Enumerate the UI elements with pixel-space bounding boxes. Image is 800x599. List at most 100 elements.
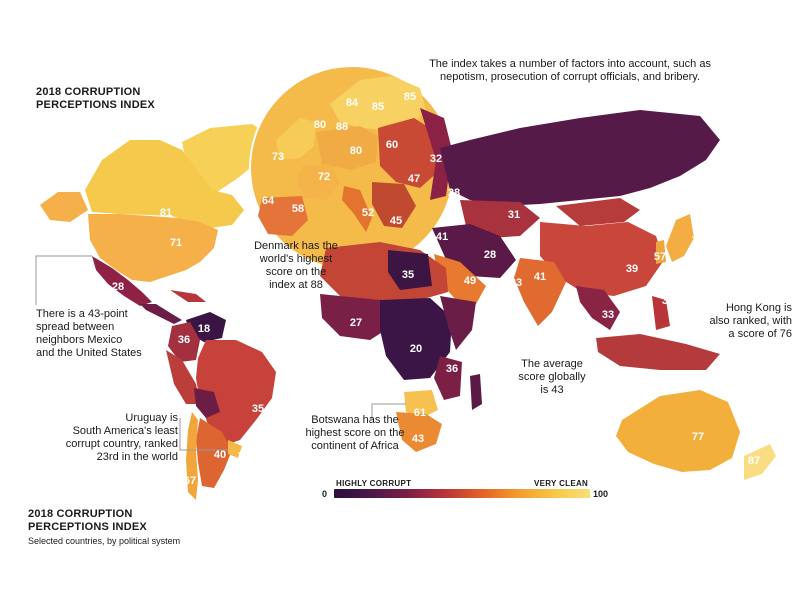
score-saudi-arabia: 49 (464, 275, 476, 287)
score-philippines: 36 (662, 295, 674, 307)
region-colombia (168, 322, 200, 362)
score-labels: 84 85 85 80 88 73 80 60 32 72 47 64 58 5… (112, 91, 760, 487)
region-france (296, 164, 340, 200)
score-colombia: 36 (178, 334, 190, 346)
hongkong-callout-line-1: Hong Kong is (725, 302, 792, 314)
score-dr-congo: 20 (410, 343, 422, 355)
region-botswana (404, 390, 438, 418)
region-japan (666, 214, 694, 262)
region-central-america (140, 304, 182, 324)
region-caribbean (170, 290, 206, 302)
botswana-callout-line-1: Botswana has the (311, 414, 399, 426)
region-bolivia (194, 388, 220, 418)
uruguay-callout-line-1: Uruguay is (125, 412, 178, 424)
botswana-leader-line (371, 403, 406, 420)
score-belarus: 32 (430, 153, 442, 165)
score-spain: 58 (292, 203, 304, 215)
mexico-callout-line-2: spread between (36, 321, 115, 333)
legend-high-label: VERY CLEAN (534, 479, 589, 488)
region-philippines (652, 296, 670, 330)
region-madagascar (470, 374, 482, 410)
uruguay-callout-line-4: 23rd in the world (96, 451, 178, 463)
denmark-callout-line-3: score on the (265, 266, 327, 278)
uruguay-callout-line-3: corrupt country, ranked (65, 438, 178, 450)
mexico-callout-line-3: neighbors Mexico (36, 334, 123, 346)
score-japan: 73 (692, 235, 704, 247)
score-australia: 77 (692, 431, 704, 443)
region-russia (440, 110, 720, 206)
denmark-callout-line-4: index at 88 (269, 279, 323, 291)
score-uruguay: 70 (238, 451, 250, 463)
legend-max: 100 (593, 489, 609, 499)
score-mexico: 28 (112, 281, 124, 293)
region-korea (656, 240, 666, 264)
hongkong-callout: Hong Kong is also ranked, with a score o… (680, 302, 792, 341)
botswana-callout: Botswana has the highest score on the co… (296, 414, 414, 453)
score-south-africa: 43 (412, 433, 424, 445)
index-note: The index takes a number of factors into… (420, 58, 720, 84)
region-china (540, 222, 664, 296)
score-india: 41 (534, 271, 546, 283)
region-mozambique (434, 356, 462, 400)
score-kazakhstan: 31 (508, 209, 520, 221)
average-callout-line-3: is 43 (540, 384, 564, 396)
region-chile (186, 412, 198, 500)
mexico-callout: There is a 43-point spread between neigh… (36, 308, 142, 360)
score-new-zealand: 87 (748, 455, 760, 467)
score-uk: 80 (314, 119, 326, 131)
botswana-callout-line-2: highest score on the (305, 427, 405, 439)
denmark-callout-line-2: world's highest (259, 253, 333, 265)
region-greenland (182, 124, 270, 194)
footer-title-line-1: 2018 CORRUPTION (28, 508, 133, 520)
region-india (514, 258, 566, 326)
region-west-africa (320, 294, 392, 340)
uruguay-callout: Uruguay is South America's least corrupt… (32, 412, 178, 464)
region-southeast-asia (576, 286, 620, 330)
score-portugal: 64 (262, 195, 275, 207)
score-usa: 71 (170, 237, 182, 249)
score-chile: 67 (184, 475, 196, 487)
region-southern-africa (396, 412, 442, 452)
region-scandinavia (330, 76, 426, 130)
region-libya (388, 250, 432, 290)
score-brazil: 35 (252, 403, 264, 415)
score-greece: 45 (390, 215, 402, 227)
denmark-callout: Denmark has the world's highest score on… (244, 240, 348, 292)
footer-title-line-2: PERCEPTIONS INDEX (28, 521, 147, 533)
score-france: 72 (318, 171, 330, 183)
mexico-callout-line-4: and the United States (36, 347, 142, 359)
score-netherlands: 88 (336, 121, 348, 133)
hongkong-callout-line-3: a score of 76 (728, 328, 792, 340)
score-argentina: 40 (214, 449, 226, 461)
score-south-korea: 57 (654, 251, 666, 263)
region-eastern-europe (378, 118, 440, 188)
region-central-africa (380, 298, 452, 380)
botswana-callout-line-3: continent of Africa (311, 440, 399, 452)
score-germany: 80 (350, 145, 362, 157)
average-callout-line-2: score globally (518, 371, 586, 383)
score-iran: 28 (484, 249, 496, 261)
region-brazil (196, 340, 276, 446)
score-finland: 85 (404, 91, 416, 103)
footer-subtitle: Selected countries, by political system (28, 536, 181, 546)
region-peru (166, 350, 200, 404)
mexico-callout-line-1: There is a 43-point (36, 308, 128, 320)
legend-min: 0 (322, 489, 328, 499)
index-note-line-1: The index takes a number of factors into… (429, 58, 711, 70)
score-romania: 47 (408, 173, 420, 185)
region-italy (342, 186, 372, 232)
score-kenya: 27 (464, 353, 476, 365)
score-canada: 81 (160, 207, 172, 219)
region-iberia (258, 196, 308, 236)
footer-title: 2018 CORRUPTION PERCEPTIONS INDEX (28, 508, 147, 534)
region-uruguay (228, 440, 242, 458)
uruguay-leader-line (179, 418, 228, 451)
uruguay-callout-line-2: South America's least (72, 425, 178, 437)
region-new-zealand (744, 444, 776, 480)
score-botswana: 61 (414, 407, 426, 419)
score-thailand: 33 (602, 309, 614, 321)
region-alaska (40, 192, 88, 222)
score-venezuela: 18 (198, 323, 210, 335)
region-mexico (92, 256, 152, 306)
average-callout-line-1: The average (521, 358, 583, 370)
